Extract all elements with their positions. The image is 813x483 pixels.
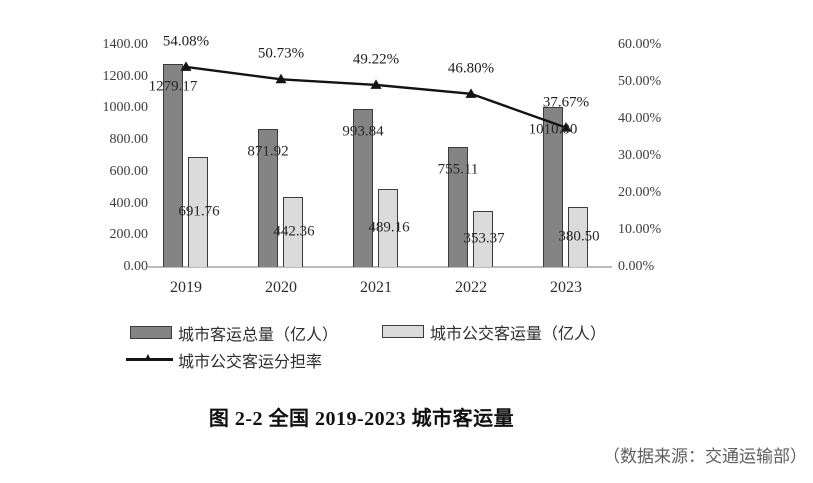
bus-value-label: 442.36 (273, 223, 315, 240)
share-value-label: 46.80% (447, 60, 495, 77)
total-value-label: 755.11 (437, 161, 479, 178)
left-axis-tick: 400.00 (109, 195, 149, 211)
share-value-label: 50.73% (257, 45, 305, 62)
bar-bus-2019 (188, 157, 208, 267)
x-axis-label-2021: 2021 (360, 279, 392, 296)
x-axis-line (148, 266, 612, 268)
total-value-label: 871.92 (247, 143, 289, 160)
bar-bus-2020 (283, 196, 303, 267)
left-axis-tick: 800.00 (109, 132, 149, 148)
bus-value-label: 380.50 (558, 228, 600, 245)
x-axis-label-2022: 2022 (455, 279, 487, 296)
left-axis-tick: 0.00 (123, 259, 149, 274)
legend-swatch-bus (382, 325, 424, 338)
right-axis-tick: 0.00% (618, 259, 655, 274)
left-axis-tick: 1400.00 (102, 37, 149, 52)
bar-total-2019 (163, 64, 183, 267)
right-axis-tick: 20.00% (618, 185, 662, 200)
x-axis-label-2023: 2023 (550, 279, 582, 296)
left-axis-tick: 1200.00 (102, 68, 149, 84)
total-value-label: 993.84 (342, 123, 384, 140)
legend-label-bus: 城市公交客运量（亿人） (430, 326, 607, 343)
bus-value-label: 489.16 (368, 219, 410, 236)
legend-label-share: 城市公交客运分担率 (178, 354, 323, 371)
share-line (185, 65, 567, 129)
triangle-marker-icon (465, 88, 477, 98)
share-value-label: 37.67% (542, 94, 590, 111)
share-value-label: 49.22% (352, 51, 400, 68)
x-axis-label-2020: 2020 (265, 279, 297, 296)
share-value-label: 54.08% (162, 33, 210, 50)
source-note: （数据来源：交通运输部） (603, 447, 807, 466)
bus-value-label: 691.76 (178, 203, 220, 220)
legend-swatch-total (130, 326, 172, 339)
total-value-label: 1010.00 (528, 121, 578, 138)
bar-bus-2023 (568, 206, 588, 267)
bar-bus-2022 (473, 210, 493, 267)
legend-line-sample (126, 358, 173, 361)
right-axis-tick: 60.00% (618, 37, 662, 52)
left-axis-tick: 200.00 (109, 227, 149, 243)
total-value-label: 1279.17 (148, 78, 198, 95)
bar-total-2020 (258, 128, 278, 267)
x-axis-label-2019: 2019 (170, 279, 202, 296)
right-axis-tick: 10.00% (618, 222, 662, 237)
triangle-marker-icon (370, 79, 382, 89)
figure-caption: 图 2-2 全国 2019-2023 城市客运量 (208, 408, 515, 430)
legend-label-total: 城市客运总量（亿人） (178, 327, 339, 344)
bar-total-2022 (448, 147, 468, 267)
right-axis-tick: 30.00% (618, 148, 662, 163)
right-axis-tick: 50.00% (618, 74, 662, 89)
triangle-marker-icon: ▲ (142, 350, 154, 364)
left-axis-tick: 600.00 (109, 163, 149, 179)
left-axis-tick: 1000.00 (102, 100, 149, 116)
triangle-marker-icon (275, 73, 287, 84)
right-axis-tick: 40.00% (618, 111, 662, 126)
bar-bus-2021 (378, 189, 398, 267)
bus-value-label: 353.37 (463, 230, 505, 247)
